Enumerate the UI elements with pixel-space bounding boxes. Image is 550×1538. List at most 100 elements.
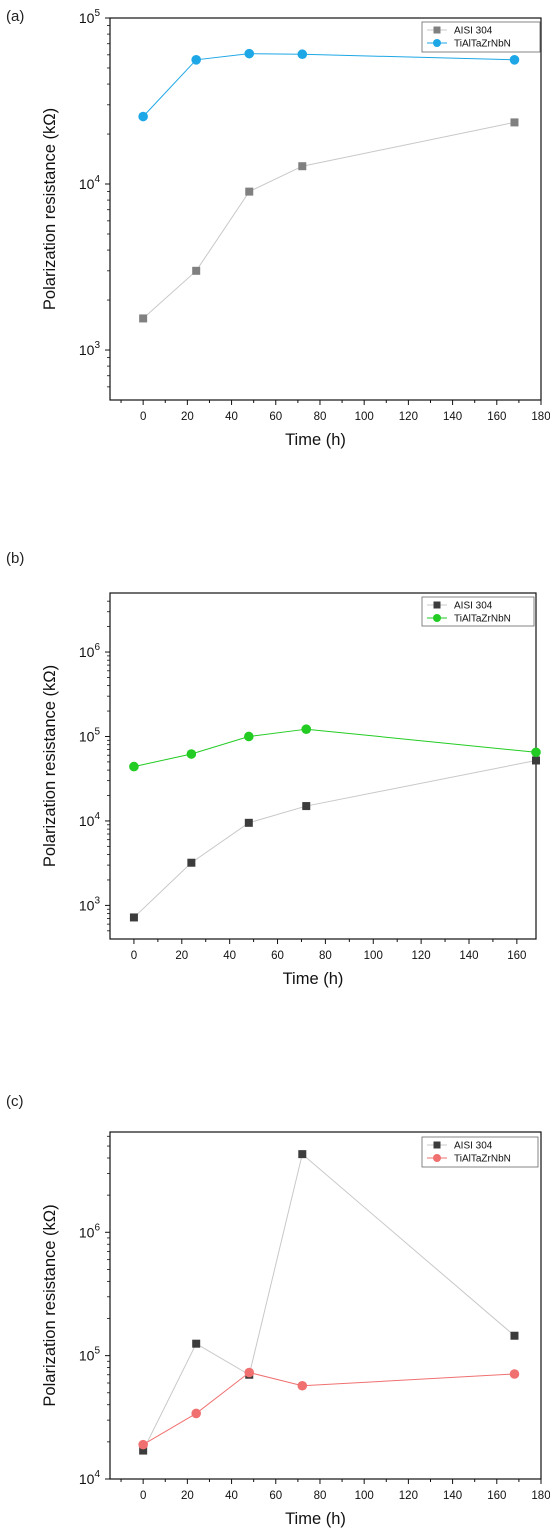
y-tick-label-c: 104 bbox=[79, 1469, 101, 1487]
x-tick-label-b: 80 bbox=[319, 950, 332, 962]
x-tick-label-b: 20 bbox=[175, 950, 188, 962]
chart-panel-c: (c) 0 20 40 60 80 100 120 140 160 180 104 105 106 Tim… bbox=[0, 1085, 550, 1538]
data-point-a-tialtazrnbn bbox=[138, 111, 148, 122]
x-tick-label-c: 60 bbox=[269, 1490, 282, 1502]
series-line-b-1 bbox=[133, 728, 537, 768]
plot-frame-a bbox=[109, 17, 542, 401]
x-tick-label-b: 100 bbox=[364, 950, 383, 962]
data-point-b-tialtazrnbn bbox=[301, 724, 312, 734]
data-point-b-tialtazrnbn bbox=[129, 761, 139, 772]
x-tick-label-a: 0 bbox=[140, 411, 146, 423]
data-point-c-aisi bbox=[510, 1331, 519, 1340]
data-point-a-aisi bbox=[298, 162, 307, 171]
y-tick-label-b: 105 bbox=[79, 726, 101, 744]
legend-label-b-0: AISI 304 bbox=[454, 601, 493, 612]
legend-marker-b-1 bbox=[433, 614, 441, 622]
x-axis-title-c: Time (h) bbox=[285, 1510, 346, 1528]
y-tick-label-a: 103 bbox=[79, 340, 101, 358]
x-tick-label-a: 40 bbox=[225, 411, 238, 423]
data-point-c-tialtazrnbn bbox=[244, 1367, 255, 1378]
x-tick-label-a: 140 bbox=[443, 411, 462, 423]
data-point-b-aisi bbox=[244, 818, 253, 827]
x-tick-label-b: 120 bbox=[412, 950, 431, 962]
data-point-c-tialtazrnbn bbox=[297, 1380, 308, 1391]
x-tick-label-a: 80 bbox=[314, 411, 327, 423]
series-line-b-0 bbox=[133, 759, 537, 918]
data-point-b-aisi bbox=[187, 858, 196, 867]
x-tick-label-a: 160 bbox=[487, 411, 506, 423]
data-point-a-tialtazrnbn bbox=[509, 55, 520, 65]
y-tick-label-c: 106 bbox=[79, 1222, 101, 1240]
x-tick-label-b: 40 bbox=[223, 950, 236, 962]
data-point-c-tialtazrnbn bbox=[509, 1369, 520, 1379]
data-point-c-aisi bbox=[192, 1339, 201, 1348]
y-axis-title-a: Polarization resistance (kΩ) bbox=[41, 108, 59, 310]
x-tick-label-b: 0 bbox=[131, 950, 137, 962]
x-axis-title-a: Time (h) bbox=[285, 431, 346, 449]
plot-frame-b bbox=[109, 592, 537, 940]
legend-marker-c-1 bbox=[433, 1154, 441, 1162]
x-tick-label-c: 20 bbox=[181, 1490, 194, 1502]
x-tick-label-c: 120 bbox=[399, 1490, 418, 1502]
y-tick-label-b: 104 bbox=[79, 811, 101, 829]
chart-panel-b: (b) 0 20 40 60 80 100 120 140 160 103 104 105 106 Tim… bbox=[0, 542, 550, 1012]
panel-label-c: (c) bbox=[6, 1093, 24, 1110]
chart-b-svg: 0 20 40 60 80 100 120 140 160 103 104 105 106 Time (h… bbox=[41, 592, 541, 988]
data-point-a-tialtazrnbn bbox=[191, 55, 201, 65]
data-point-a-tialtazrnbn bbox=[244, 48, 255, 59]
x-tick-label-b: 60 bbox=[271, 950, 284, 962]
x-tick-label-c: 140 bbox=[443, 1490, 462, 1502]
legend-label-a-0: AISI 304 bbox=[454, 26, 493, 37]
panel-label-a: (a) bbox=[6, 8, 25, 25]
x-axis-title-b: Time (h) bbox=[283, 970, 344, 988]
x-tick-label-a: 60 bbox=[269, 411, 282, 423]
data-point-a-aisi bbox=[245, 187, 254, 196]
data-point-b-aisi bbox=[129, 913, 138, 922]
data-point-b-aisi bbox=[302, 802, 311, 811]
x-tick-label-b: 140 bbox=[459, 950, 478, 962]
y-tick-label-b: 103 bbox=[79, 895, 101, 913]
data-point-c-aisi bbox=[298, 1150, 307, 1159]
x-tick-label-c: 40 bbox=[225, 1490, 238, 1502]
x-tick-label-c: 100 bbox=[355, 1490, 374, 1502]
data-point-b-tialtazrnbn bbox=[531, 747, 541, 758]
plot-frame-c bbox=[109, 1131, 542, 1480]
legend-box-b bbox=[421, 596, 535, 627]
data-point-a-aisi bbox=[139, 314, 148, 323]
y-tick-label-c: 105 bbox=[79, 1346, 101, 1364]
x-tick-label-a: 20 bbox=[181, 411, 194, 423]
y-tick-label-a: 105 bbox=[79, 8, 101, 26]
series-line-c-1 bbox=[142, 1371, 515, 1446]
x-tick-label-c: 80 bbox=[314, 1490, 327, 1502]
legend-label-c-0: AISI 304 bbox=[454, 1141, 493, 1152]
panel-label-b: (b) bbox=[6, 550, 25, 567]
data-point-a-tialtazrnbn bbox=[297, 49, 308, 60]
x-tick-label-c: 0 bbox=[140, 1490, 146, 1502]
data-point-b-tialtazrnbn bbox=[244, 731, 254, 742]
legend-marker-b-0 bbox=[433, 601, 441, 609]
legend-box-a bbox=[421, 21, 541, 53]
x-tick-label-b: 160 bbox=[507, 950, 526, 962]
data-point-c-tialtazrnbn bbox=[138, 1439, 148, 1450]
legend-marker-a-0 bbox=[433, 26, 441, 34]
x-tick-label-c: 180 bbox=[531, 1490, 550, 1502]
y-axis-title-c: Polarization resistance (kΩ) bbox=[41, 1204, 59, 1406]
legend-label-c-1: TiAlTaZrNbN bbox=[454, 1154, 511, 1165]
y-tick-label-a: 104 bbox=[79, 174, 101, 192]
series-line-a-0 bbox=[142, 121, 515, 319]
legend-box-c bbox=[421, 1136, 539, 1168]
legend-marker-a-1 bbox=[433, 39, 441, 47]
data-point-a-aisi bbox=[192, 266, 201, 275]
data-point-b-tialtazrnbn bbox=[186, 749, 197, 759]
legend-label-b-1: TiAlTaZrNbN bbox=[454, 614, 511, 625]
x-tick-label-a: 100 bbox=[355, 411, 374, 423]
data-point-c-tialtazrnbn bbox=[191, 1408, 201, 1419]
y-tick-label-b: 106 bbox=[79, 642, 101, 660]
chart-c-svg: 0 20 40 60 80 100 120 140 160 180 104 105 106 Time (h… bbox=[41, 1131, 550, 1528]
legend-marker-c-0 bbox=[433, 1141, 441, 1149]
data-point-a-aisi bbox=[510, 118, 519, 127]
data-point-c-aisi bbox=[139, 1446, 148, 1455]
data-point-b-aisi bbox=[532, 756, 540, 765]
x-tick-label-c: 160 bbox=[487, 1490, 506, 1502]
legend-label-a-1: TiAlTaZrNbN bbox=[454, 39, 511, 50]
